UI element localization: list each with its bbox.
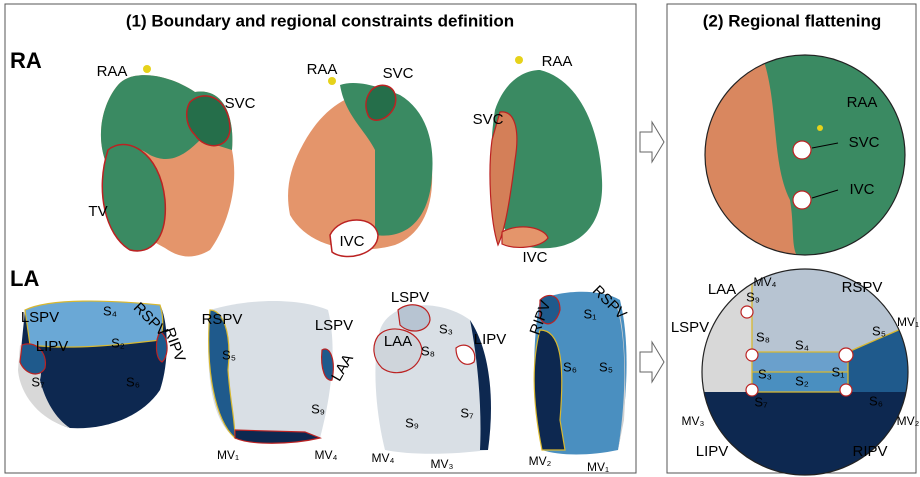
region-label: LSPV — [671, 319, 709, 336]
panel-title: (2) Regional flattening — [703, 11, 882, 30]
region-label: LIPV — [36, 338, 69, 355]
arrow — [640, 342, 664, 382]
region-label: MV₃ — [682, 414, 705, 428]
region-label: TV — [88, 203, 107, 220]
region-label: IVC — [849, 181, 874, 198]
page: (1) Boundary and regional constraints de… — [0, 0, 920, 477]
region-label: MV₃ — [431, 457, 454, 471]
region-label: S₁ — [583, 306, 597, 321]
region-label: LAA — [384, 333, 412, 350]
region-label: MV₁ — [217, 448, 239, 462]
region-label: MV₄ — [754, 275, 777, 289]
region-label: S₂ — [111, 335, 125, 350]
region-label: S₇ — [460, 405, 474, 420]
region-label: S₈ — [756, 329, 770, 344]
arrow — [640, 122, 664, 162]
la-view — [374, 305, 491, 454]
figure: (1) Boundary and regional constraints de… — [0, 0, 920, 477]
region-label: S₉ — [746, 289, 760, 304]
region-label: MV₂ — [529, 454, 552, 468]
region-label: S₆ — [563, 359, 577, 374]
region-label: IVC — [339, 233, 364, 250]
region-label: S₉ — [311, 401, 325, 416]
region-label: SVC — [383, 65, 414, 82]
region-label: S₈ — [421, 343, 435, 358]
section-label: LA — [10, 266, 39, 291]
region-label: RAA — [847, 94, 878, 111]
region-label: RAA — [542, 53, 573, 70]
panel-title: (1) Boundary and regional constraints de… — [126, 11, 514, 30]
region-label: MV₄ — [315, 448, 338, 462]
region-label: RAA — [307, 61, 338, 78]
region-label: S₉ — [405, 415, 419, 430]
region-label: S₄ — [795, 337, 809, 352]
region-label: S₅ — [222, 347, 236, 362]
region-label: S₅ — [872, 323, 886, 338]
region-label: S₆ — [126, 374, 140, 389]
ra-disk — [700, 50, 905, 260]
region-label: S₇ — [754, 394, 768, 409]
region-label: S₂ — [795, 373, 809, 388]
region-label: LSPV — [21, 309, 59, 326]
region-label: LIPV — [696, 443, 729, 460]
region-label: S₄ — [103, 303, 117, 318]
ra-view — [490, 56, 602, 248]
region-label: MV₁ — [587, 460, 609, 474]
region-label: RSPV — [202, 311, 243, 328]
region-label: MV₄ — [372, 451, 395, 465]
region-label: MV₁ — [897, 315, 919, 329]
region-label: S₃ — [439, 321, 453, 336]
region-label: S₃ — [758, 366, 772, 381]
region-label: SVC — [849, 134, 880, 151]
region-label: IVC — [522, 249, 547, 266]
region-label: SVC — [225, 95, 256, 112]
region-label: LAA — [708, 281, 736, 298]
region-label: S₇ — [31, 374, 45, 389]
region-label: S₅ — [599, 359, 613, 374]
region-label: S₆ — [869, 393, 883, 408]
ra-view — [288, 77, 432, 257]
region-label: LSPV — [315, 317, 353, 334]
ra-view — [101, 65, 234, 256]
region-label: LIPV — [474, 331, 507, 348]
region-label: SVC — [473, 111, 504, 128]
region-label: RSPV — [842, 279, 883, 296]
section-label: RA — [10, 48, 42, 73]
region-label: LSPV — [391, 289, 429, 306]
region-label: RAA — [97, 63, 128, 80]
region-label: S₁ — [831, 364, 845, 379]
region-label: RIPV — [852, 443, 887, 460]
region-label: MV₂ — [897, 414, 920, 428]
